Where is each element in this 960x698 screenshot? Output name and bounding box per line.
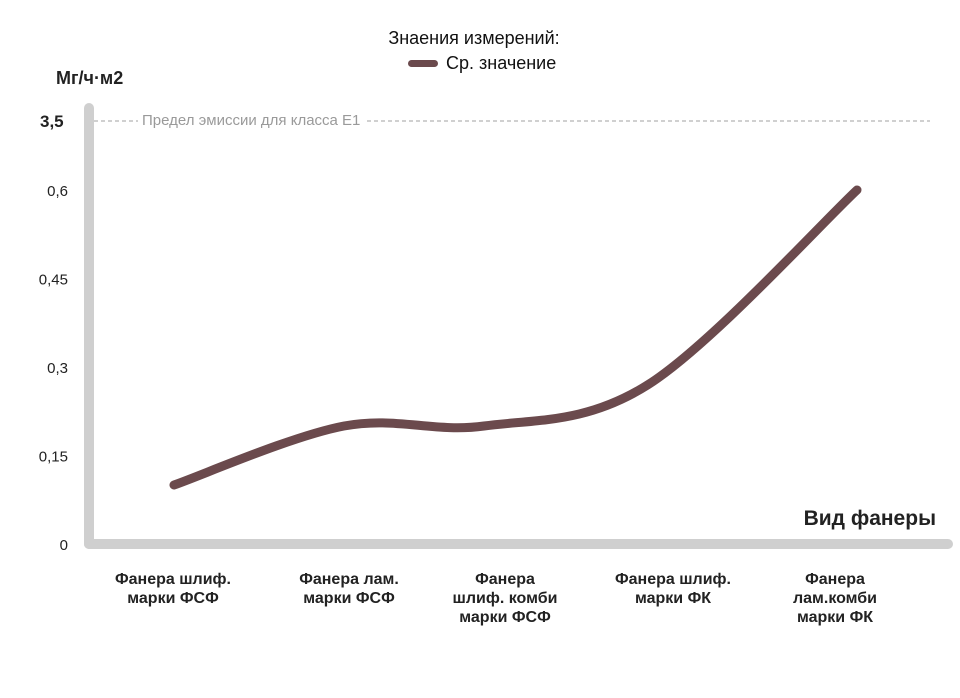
x-tick-label: Фанера шлиф. комби марки ФСФ xyxy=(452,571,558,626)
y-tick-label: 3,5 xyxy=(40,112,64,131)
y-tick-label: 0,15 xyxy=(39,449,68,466)
y-tick-label: 0,45 xyxy=(39,272,68,289)
x-tick-label: Фанера лам. марки ФСФ xyxy=(299,571,399,607)
legend-title: Знаения измерений: xyxy=(388,28,560,48)
legend-item: Ср. значение xyxy=(408,53,556,74)
x-tick-label: Фанера шлиф. марки ФСФ xyxy=(114,571,231,607)
legend-swatch xyxy=(408,60,438,67)
series-line xyxy=(169,185,862,490)
reference-line-label: Предел эмиссии для класса Е1 xyxy=(138,112,365,129)
y-tick-label: 0 xyxy=(60,537,68,554)
y-tick-label: 0,3 xyxy=(47,360,68,377)
y-tick-label: 0,6 xyxy=(47,183,68,200)
y-axis-label: Мг/ч·м2 xyxy=(56,68,124,88)
x-tick-label: Фанера шлиф. марки ФК xyxy=(614,571,731,607)
legend-label: Ср. значение xyxy=(446,53,557,73)
x-tick-label: Фанера лам.комби марки ФК xyxy=(792,571,878,626)
x-axis-label: Вид фанеры xyxy=(803,507,936,530)
